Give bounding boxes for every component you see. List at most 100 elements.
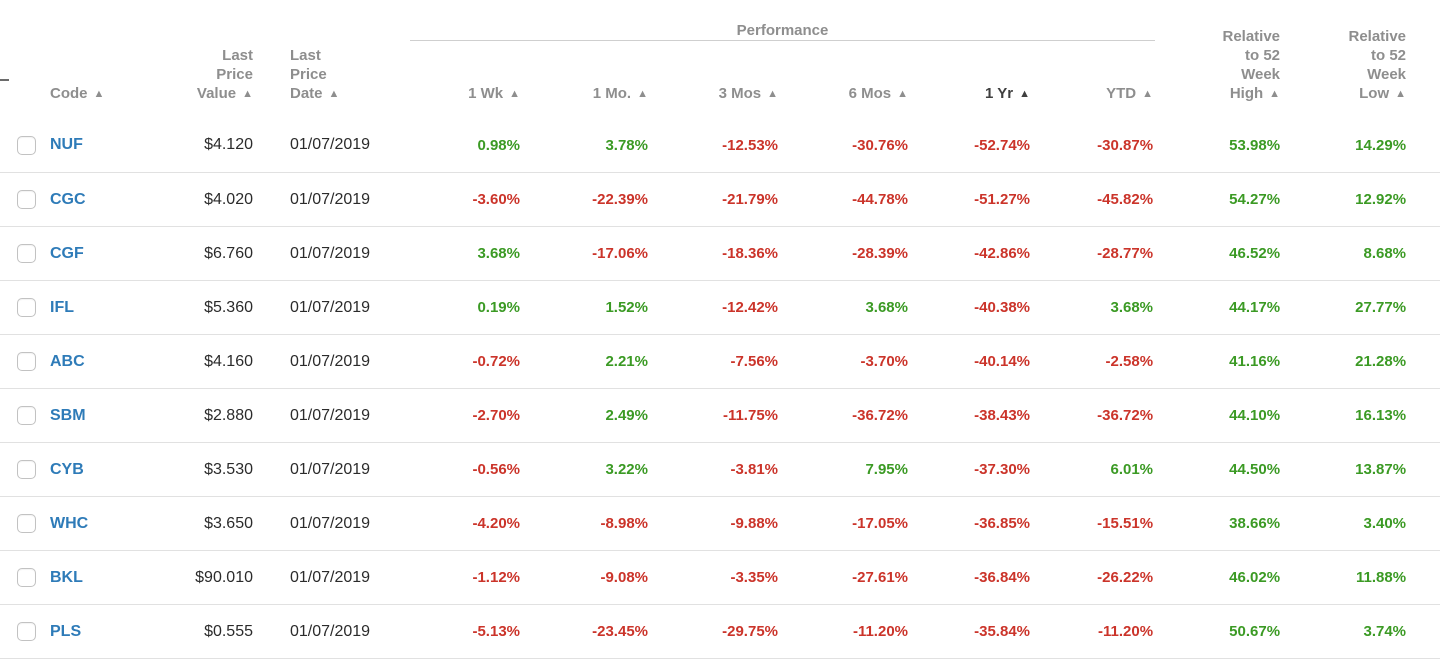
cell-3mos: -9.88%: [650, 496, 780, 551]
column-header-row: Code ▲ Last Price Value ▲ Last Price Date ▲…: [0, 41, 1440, 119]
stock-code-link[interactable]: ABC: [50, 352, 85, 370]
mos6-label: 6 Mos: [848, 84, 892, 102]
sort-asc-icon: ▲: [509, 87, 520, 100]
cell-last-price-value: $0.555: [135, 604, 255, 659]
row-checkbox[interactable]: [17, 568, 36, 587]
cell-ytd: -36.72%: [1032, 388, 1156, 443]
cell-6mos: -27.61%: [780, 550, 910, 605]
cell-1wk: -3.60%: [410, 172, 522, 227]
cell-6mos: -30.76%: [780, 118, 910, 173]
cell-1wk: -5.13%: [410, 604, 522, 659]
row-checkbox[interactable]: [17, 244, 36, 263]
table-row: IFL $5.360 01/07/2019 0.19% 1.52% -12.42% 3.68…: [0, 280, 1440, 335]
col-header-ytd[interactable]: YTD ▲: [1032, 41, 1155, 119]
table-row: CGF $6.760 01/07/2019 3.68% -17.06% -18.36% -2…: [0, 226, 1440, 281]
checkbox-cell: [0, 496, 46, 551]
cell-rel-52wk-high: 44.10%: [1155, 388, 1283, 443]
cell-1wk: 3.68%: [410, 226, 522, 281]
col-header-rel-52wk-high[interactable]: Relative to 52 Week High ▲: [1155, 0, 1282, 119]
cell-rel-52wk-high: 44.50%: [1155, 442, 1283, 497]
col-header-code[interactable]: Code ▲: [46, 41, 135, 119]
cell-3mos: -18.36%: [650, 226, 780, 281]
cell-3mos: -11.75%: [650, 388, 780, 443]
row-checkbox[interactable]: [17, 460, 36, 479]
stock-code-link[interactable]: BKL: [50, 568, 83, 586]
sort-asc-icon: ▲: [1142, 87, 1154, 100]
cell-1mo: 2.21%: [522, 334, 650, 389]
cell-6mos: -11.20%: [780, 604, 910, 659]
cell-rel-52wk-low: 8.68%: [1282, 226, 1440, 281]
sort-asc-icon: ▲: [897, 87, 908, 100]
cell-1wk: -4.20%: [410, 496, 522, 551]
code-cell: IFL: [46, 280, 135, 335]
cell-1mo: 1.52%: [522, 280, 650, 335]
table-row: SBM $2.880 01/07/2019 -2.70% 2.49% -11.75% -36…: [0, 388, 1440, 443]
col-header-1yr-active-sort[interactable]: 1 Yr ▲: [910, 41, 1032, 119]
code-cell: NUF: [46, 118, 135, 173]
col-header-1wk[interactable]: 1 Wk ▲: [410, 41, 522, 119]
stock-code-link[interactable]: IFL: [50, 298, 74, 316]
cell-3mos: -3.81%: [650, 442, 780, 497]
checkbox-cell: [0, 550, 46, 605]
stock-code-link[interactable]: PLS: [50, 622, 82, 640]
cell-6mos: -28.39%: [780, 226, 910, 281]
performance-group-header: Performance: [410, 0, 1156, 41]
stock-code-link[interactable]: NUF: [50, 136, 83, 154]
code-cell: ABC: [46, 334, 135, 389]
mo1-label: 1 Mo.: [592, 84, 632, 102]
stock-code-link[interactable]: CGC: [50, 190, 86, 208]
cell-last-price-date: 01/07/2019: [255, 496, 410, 551]
stock-code-link[interactable]: SBM: [50, 406, 86, 424]
table-row: ABC $4.160 01/07/2019 -0.72% 2.21% -7.56% -3.7…: [0, 334, 1440, 389]
checkbox-cell: [0, 442, 46, 497]
row-checkbox[interactable]: [17, 135, 36, 155]
sort-asc-icon: ▲: [328, 87, 340, 100]
row-checkbox[interactable]: [17, 352, 36, 371]
col-header-rel-52wk-low[interactable]: Relative to 52 Week Low ▲: [1282, 0, 1440, 119]
cell-3mos: -21.79%: [650, 172, 780, 227]
cell-1mo: -8.98%: [522, 496, 650, 551]
row-checkbox[interactable]: [17, 190, 36, 209]
cell-last-price-value: $90.010: [135, 550, 255, 605]
cell-last-price-date: 01/07/2019: [255, 334, 410, 389]
stock-code-link[interactable]: CYB: [50, 460, 84, 478]
cell-6mos: -44.78%: [780, 172, 910, 227]
row-checkbox[interactable]: [17, 298, 36, 317]
cell-1wk: -1.12%: [410, 550, 522, 605]
cell-ytd: -11.20%: [1032, 604, 1156, 659]
col-header-3mos[interactable]: 3 Mos ▲: [650, 41, 780, 119]
cell-1mo: -9.08%: [522, 550, 650, 605]
stock-code-link[interactable]: CGF: [50, 244, 84, 262]
col-header-last-price-value[interactable]: Last Price Value ▲: [135, 41, 255, 119]
table-body: NUF $4.120 01/07/2019 0.98% 3.78% -12.53% -30.…: [0, 118, 1440, 659]
col-header-6mos[interactable]: 6 Mos ▲: [780, 41, 910, 119]
cell-1yr: -35.84%: [910, 604, 1032, 659]
cell-last-price-value: $4.020: [135, 172, 255, 227]
table-row: NUF $4.120 01/07/2019 0.98% 3.78% -12.53% -30.…: [0, 118, 1440, 173]
cell-rel-52wk-low: 3.74%: [1282, 604, 1440, 659]
cell-rel-52wk-low: 14.29%: [1282, 118, 1440, 173]
col-header-1mo[interactable]: 1 Mo. ▲: [522, 41, 650, 119]
rel-high-label: Relative to 52 Week High: [1222, 27, 1281, 102]
select-all-cell[interactable]: [0, 41, 46, 119]
cell-6mos: -17.05%: [780, 496, 910, 551]
cell-rel-52wk-high: 44.17%: [1155, 280, 1283, 335]
table-row: PLS $0.555 01/07/2019 -5.13% -23.45% -29.75% -…: [0, 604, 1440, 659]
row-checkbox[interactable]: [17, 406, 36, 425]
row-checkbox[interactable]: [17, 622, 36, 641]
cell-6mos: 3.68%: [780, 280, 910, 335]
header-group-row: Performance Relative to 52 Week High ▲ Re…: [0, 0, 1440, 102]
cell-6mos: -36.72%: [780, 388, 910, 443]
code-cell: PLS: [46, 604, 135, 659]
stock-code-link[interactable]: WHC: [50, 514, 89, 532]
header-spacer: [0, 0, 410, 41]
row-checkbox[interactable]: [17, 514, 36, 533]
cell-last-price-date: 01/07/2019: [255, 388, 410, 443]
cell-3mos: -12.42%: [650, 280, 780, 335]
performance-group-label: Performance: [736, 22, 829, 39]
cell-last-price-date: 01/07/2019: [255, 550, 410, 605]
col-header-last-price-date[interactable]: Last Price Date ▲: [255, 41, 410, 119]
cell-1mo: -23.45%: [522, 604, 650, 659]
cell-1yr: -36.84%: [910, 550, 1032, 605]
cell-rel-52wk-high: 46.52%: [1155, 226, 1283, 281]
